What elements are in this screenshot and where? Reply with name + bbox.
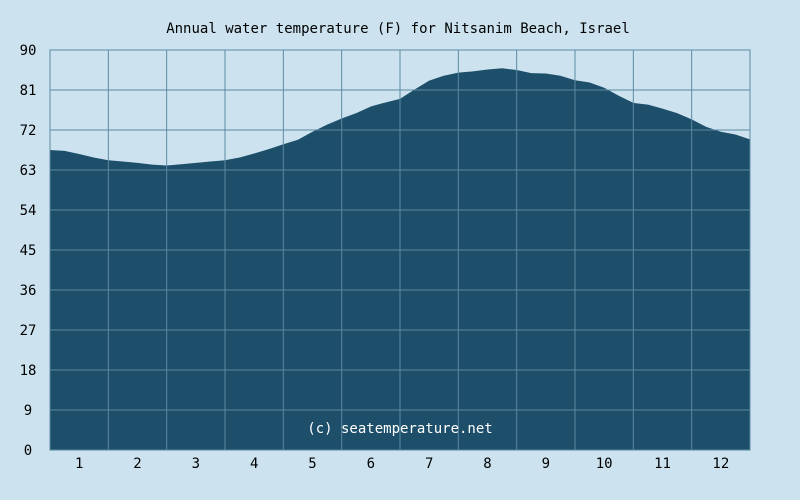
x-tick-label: 8 [483,456,491,472]
y-tick-label: 63 [20,163,37,179]
x-tick-label: 12 [712,456,729,472]
credit-label: (c) seatemperature.net [307,421,492,437]
y-tick-label: 0 [24,443,32,459]
x-tick-label: 10 [596,456,613,472]
x-tick-label: 1 [75,456,83,472]
y-tick-label: 72 [20,123,37,139]
x-tick-label: 6 [367,456,375,472]
x-tick-label: 5 [308,456,316,472]
y-tick-label: 18 [20,363,37,379]
x-tick-label: 9 [542,456,550,472]
x-tick-label: 3 [192,456,200,472]
x-tick-label: 11 [654,456,671,472]
y-tick-label: 54 [20,203,37,219]
y-tick-label: 36 [20,283,37,299]
y-tick-label: 90 [20,43,37,59]
chart-title: Annual water temperature (F) for Nitsani… [166,21,630,37]
y-tick-label: 45 [20,243,37,259]
y-tick-label: 9 [24,403,32,419]
x-tick-label: 4 [250,456,258,472]
y-tick-label: 27 [20,323,37,339]
x-tick-label: 7 [425,456,433,472]
plot-border [49,49,751,451]
x-tick-label: 2 [133,456,141,472]
y-tick-label: 81 [20,83,37,99]
